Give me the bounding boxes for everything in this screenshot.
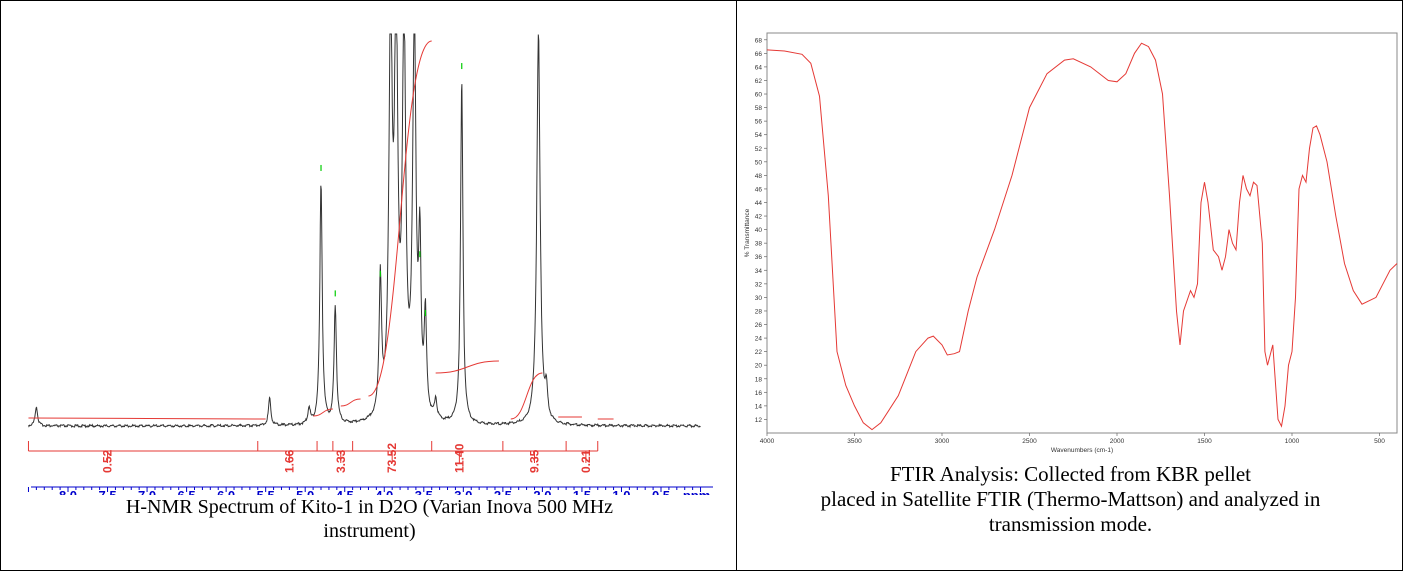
ftir-y-tick-label-6: 24 — [755, 336, 763, 343]
ftir-caption-line1: FTIR Analysis: Collected from KBR pellet — [889, 462, 1252, 486]
ftir-y-tick-label-14: 40 — [755, 227, 763, 234]
nmr-panel: 0.52 1.66 3.33 73.52 11.40 9.35 0.21 8.0 7.5 7.0 6… — [0, 0, 737, 571]
ftir-y-axis-label: % Transmittance — [744, 208, 751, 257]
ftir-caption-line3: transmission mode. — [988, 512, 1153, 536]
ftir-chart: 12 14 16 18 20 22 24 26 28 30 32 34 36 38 40 42 44 46 48 50… — [744, 32, 1398, 454]
nmr-x-tick-label-16: ppm — [683, 488, 710, 495]
ftir-y-tick-label-25: 62 — [755, 78, 763, 85]
ftir-y-tick-label-8: 28 — [755, 308, 763, 315]
nmr-integral-label-2: 3.33 — [334, 449, 348, 473]
ftir-x-tick-label-0: 4000 — [760, 438, 775, 445]
nmr-x-tick-label-3: 6.5 — [178, 488, 196, 495]
ftir-y-tick-label-3: 18 — [755, 376, 763, 383]
ftir-y-tick-label-17: 46 — [755, 186, 763, 193]
nmr-x-tick-label-2: 7.0 — [138, 488, 156, 495]
nmr-caption-line2: instrument) — [323, 520, 416, 542]
nmr-x-tick-label-7: 4.5 — [336, 488, 354, 495]
ftir-series-line — [766, 42, 1398, 431]
ftir-y-tick-label-19: 50 — [755, 159, 763, 166]
ftir-caption-line2: placed in Satellite FTIR (Thermo-Mattson… — [820, 487, 1321, 511]
ftir-x-axis-label: Wavenumbers (cm-1) — [1051, 447, 1113, 454]
ftir-x-tick-label-5: 1500 — [1197, 438, 1212, 445]
nmr-x-tick-label-14: 1.0 — [612, 488, 630, 495]
ftir-x-tick-label-3: 2500 — [1022, 438, 1037, 445]
nmr-x-tick-label-6: 5.0 — [296, 488, 314, 495]
ftir-y-tick-label-27: 66 — [755, 51, 763, 58]
nmr-integral-curve-2 — [340, 398, 361, 407]
ftir-x-tick-label-4: 2000 — [1110, 438, 1125, 445]
nmr-integral-label-0: 0.52 — [101, 449, 115, 473]
ftir-panel: 12 14 16 18 20 22 24 26 28 30 32 34 36 38 40 42 44 46 48 50… — [736, 0, 1403, 571]
nmr-integral-label-4: 11.40 — [452, 443, 466, 473]
ftir-y-tick-label-10: 32 — [755, 281, 763, 288]
nmr-x-tick-label-9: 3.5 — [415, 488, 433, 495]
nmr-chart: 0.52 1.66 3.33 73.52 11.40 9.35 0.21 8.0 7.5 7.0 6… — [27, 33, 713, 495]
nmr-x-tick-label-8: 4.0 — [375, 488, 393, 495]
ftir-y-tick-label-11: 34 — [755, 268, 763, 275]
ftir-y-tick-label-20: 52 — [755, 146, 763, 153]
nmr-x-tick-label-13: 1.5 — [573, 488, 591, 495]
nmr-integral-curve-3 — [368, 40, 432, 397]
nmr-integral-curve-5 — [510, 372, 543, 420]
nmr-caption: H-NMR Spectrum of Kito-1 in D2O (Varian … — [1, 495, 738, 543]
nmr-integral-label-5: 9.35 — [527, 449, 541, 473]
ftir-y-tick-label-2: 16 — [755, 390, 763, 397]
ftir-y-tick-label-0: 12 — [755, 417, 763, 424]
nmr-x-tick-label-15: 0.5 — [652, 488, 670, 495]
ftir-y-tick-label-21: 54 — [755, 132, 763, 139]
ftir-y-tick-label-1: 14 — [755, 403, 763, 410]
ftir-x-tick-label-7: 500 — [1374, 438, 1385, 445]
nmr-spectrum-line — [28, 33, 701, 429]
nmr-integral-curve-1 — [313, 408, 333, 417]
ftir-y-tick-label-4: 20 — [755, 363, 763, 370]
ftir-y-tick-label-26: 64 — [755, 64, 763, 71]
nmr-x-tick-label-4: 6.0 — [217, 488, 235, 495]
nmr-integral-label-3: 73.52 — [385, 443, 399, 473]
ftir-y-tick-label-12: 36 — [755, 254, 763, 261]
ftir-y-tick-label-13: 38 — [755, 241, 763, 248]
nmr-integral-curve-4 — [435, 360, 499, 374]
ftir-y-tick-label-5: 22 — [755, 349, 763, 356]
nmr-integral-label-1: 1.66 — [282, 449, 296, 473]
ftir-caption: FTIR Analysis: Collected from KBR pellet… — [737, 462, 1403, 537]
nmr-integral-curve-0 — [28, 417, 266, 420]
nmr-caption-line1: H-NMR Spectrum of Kito-1 in D2O (Varian … — [125, 496, 614, 518]
ftir-y-tick-label-24: 60 — [755, 92, 763, 99]
ftir-y-tick-label-9: 30 — [755, 295, 763, 302]
nmr-x-tick-label-5: 5.5 — [257, 488, 275, 495]
nmr-x-tick-label-12: 2.0 — [533, 488, 551, 495]
nmr-x-tick-label-1: 7.5 — [98, 488, 116, 495]
ftir-plot-frame — [766, 32, 1398, 434]
ftir-y-tick-label-15: 42 — [755, 214, 763, 221]
nmr-x-tick-label-0: 8.0 — [59, 488, 77, 495]
ftir-y-tick-label-28: 68 — [755, 37, 763, 44]
ftir-y-tick-label-23: 58 — [755, 105, 763, 112]
nmr-integral-label-6: 0.21 — [579, 449, 593, 473]
nmr-x-tick-label-10: 3.0 — [454, 488, 472, 495]
ftir-x-tick-label-2: 3000 — [935, 438, 950, 445]
ftir-y-tick-label-16: 44 — [755, 200, 763, 207]
ftir-y-tick-label-18: 48 — [755, 173, 763, 180]
ftir-x-tick-label-6: 1000 — [1285, 438, 1300, 445]
ftir-y-tick-label-22: 56 — [755, 119, 763, 126]
ftir-x-tick-label-1: 3500 — [847, 438, 862, 445]
nmr-x-tick-label-11: 2.5 — [494, 488, 512, 495]
ftir-y-tick-label-7: 26 — [755, 322, 763, 329]
